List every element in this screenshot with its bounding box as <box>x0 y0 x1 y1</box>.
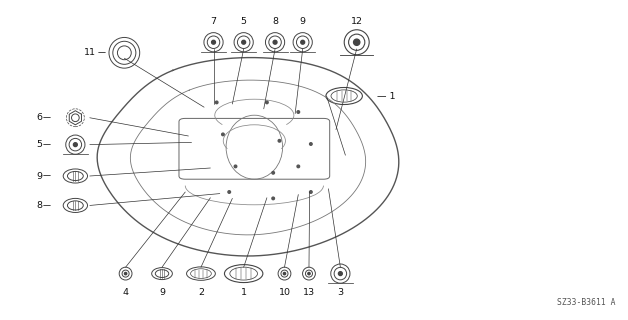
Text: 1: 1 <box>241 288 247 297</box>
Ellipse shape <box>228 191 230 193</box>
Ellipse shape <box>266 101 268 104</box>
Ellipse shape <box>242 40 246 44</box>
Text: 9: 9 <box>159 288 165 297</box>
Text: —: — <box>43 113 51 122</box>
Ellipse shape <box>283 272 286 275</box>
Text: 13: 13 <box>303 288 315 297</box>
Text: 9: 9 <box>300 17 306 26</box>
Ellipse shape <box>338 272 342 276</box>
Text: 7: 7 <box>210 17 217 26</box>
Ellipse shape <box>310 191 312 193</box>
Text: 12: 12 <box>350 17 363 26</box>
Text: 5: 5 <box>36 140 43 149</box>
Ellipse shape <box>124 272 127 275</box>
Ellipse shape <box>73 143 77 147</box>
Ellipse shape <box>297 111 300 113</box>
Ellipse shape <box>278 140 281 142</box>
Text: SZ33-B3611 A: SZ33-B3611 A <box>557 298 615 307</box>
Text: 9: 9 <box>36 172 43 180</box>
Ellipse shape <box>310 143 312 145</box>
Ellipse shape <box>272 172 274 174</box>
Text: 5: 5 <box>241 17 247 26</box>
Text: 2: 2 <box>198 288 204 297</box>
Ellipse shape <box>222 133 224 136</box>
Ellipse shape <box>308 272 310 275</box>
Text: —: — <box>43 140 51 149</box>
Text: 3: 3 <box>337 288 344 297</box>
Ellipse shape <box>273 40 277 44</box>
Ellipse shape <box>215 101 218 104</box>
Ellipse shape <box>212 40 215 44</box>
Text: 11: 11 <box>84 48 95 57</box>
Text: 8: 8 <box>272 17 278 26</box>
Text: —: — <box>97 48 106 57</box>
Text: —: — <box>43 172 51 180</box>
Text: 6: 6 <box>36 113 43 122</box>
Text: — 1: — 1 <box>377 92 395 100</box>
Ellipse shape <box>272 197 274 200</box>
Text: 10: 10 <box>278 288 291 297</box>
Ellipse shape <box>354 39 360 45</box>
Text: —: — <box>43 201 51 210</box>
Text: 4: 4 <box>122 288 129 297</box>
Ellipse shape <box>297 165 300 168</box>
Ellipse shape <box>301 40 305 44</box>
Text: 8: 8 <box>36 201 43 210</box>
Ellipse shape <box>234 165 237 168</box>
